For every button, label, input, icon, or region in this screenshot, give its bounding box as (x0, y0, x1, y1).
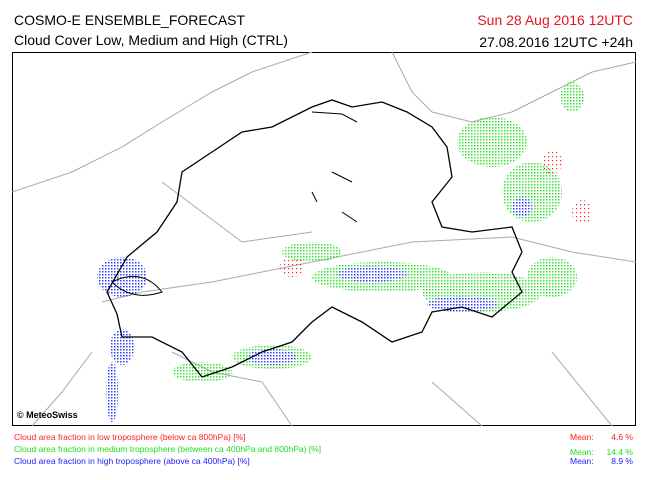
title: COSMO-E ENSEMBLE_FORECAST (14, 12, 246, 28)
forecast-date: Sun 28 Aug 2016 12UTC (477, 12, 633, 28)
legend-label: Cloud area fraction in low troposphere (… (14, 432, 246, 442)
legend-mean-label: Mean: (570, 447, 594, 457)
swiss-border (106, 99, 523, 378)
borders (12, 52, 636, 426)
legend-mean-label: Mean: (570, 432, 594, 442)
legend-mean: 14.4 % (606, 447, 633, 457)
valid-time: 27.08.2016 12UTC +24h (479, 34, 633, 50)
map-credit: © MeteoSwiss (17, 410, 78, 420)
map: © MeteoSwiss (12, 52, 636, 426)
legend-label: Cloud area fraction in medium tropospher… (14, 444, 322, 454)
map-frame (12, 52, 636, 426)
subtitle: Cloud Cover Low, Medium and High (CTRL) (14, 32, 288, 48)
legend-label: Cloud area fraction in high troposphere … (14, 456, 250, 466)
legend-mean: 8.9 % (611, 456, 633, 466)
high-cloud (97, 197, 532, 422)
low-cloud (280, 150, 592, 277)
legend-mean-label: Mean: (570, 456, 594, 466)
legend-mean: 4.6 % (611, 432, 633, 442)
